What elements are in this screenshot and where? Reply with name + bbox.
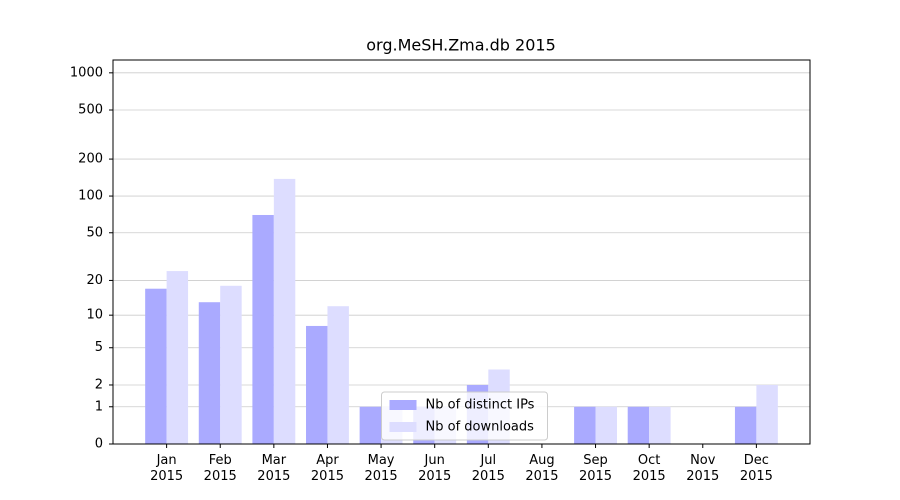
bar (252, 214, 274, 444)
x-tick-label: Aug 2015 (525, 453, 559, 484)
y-tick-label: 1 (95, 399, 103, 414)
y-tick-label: 20 (86, 273, 103, 288)
legend-label: Nb of downloads (426, 420, 535, 435)
chart-title: org.MeSH.Zma.db 2015 (366, 36, 556, 55)
y-tick-label: 50 (86, 225, 103, 240)
bar (756, 384, 778, 444)
y-tick-label: 500 (78, 103, 103, 118)
bar (359, 406, 382, 444)
x-tick-label: Oct 2015 (632, 453, 666, 484)
y-tick-label: 10 (86, 308, 103, 323)
legend-frame (381, 391, 548, 441)
legend-swatch (389, 422, 417, 432)
bar (595, 406, 617, 444)
y-tick-label: 2 (95, 377, 103, 392)
bar (627, 406, 650, 444)
bar (574, 406, 596, 444)
y-tick-label: 1000 (70, 65, 103, 80)
legend-label: Nb of distinct IPs (426, 398, 535, 413)
plot-frame (112, 59, 811, 445)
x-tick-label: Jan 2015 (150, 453, 184, 484)
legend: Nb of distinct IPs Nb of downloads (381, 391, 548, 441)
x-tick-label: Jun 2015 (418, 453, 452, 484)
x-tick-label: Mar 2015 (257, 453, 291, 484)
x-tick-label: Apr 2015 (310, 453, 344, 484)
bar (306, 325, 328, 444)
x-tick-label: Dec 2015 (739, 453, 773, 484)
bar (166, 271, 189, 444)
bar (273, 178, 296, 444)
bar (198, 302, 221, 444)
x-tick-label: Nov 2015 (686, 453, 720, 484)
y-tick-label: 200 (78, 152, 103, 167)
bar (734, 406, 757, 444)
x-tick-label: Feb 2015 (203, 453, 237, 484)
x-tick-label: May 2015 (364, 453, 398, 484)
bar (649, 406, 671, 444)
bar (327, 306, 349, 444)
x-tick-label: Jul 2015 (471, 453, 505, 484)
y-tick-label: 5 (95, 340, 103, 355)
legend-swatch (389, 400, 417, 410)
x-tick-label: Sep 2015 (578, 453, 613, 484)
y-tick-label: 100 (78, 189, 103, 204)
bar (145, 288, 167, 444)
bar (220, 285, 242, 444)
y-tick-label: 0 (95, 437, 103, 452)
